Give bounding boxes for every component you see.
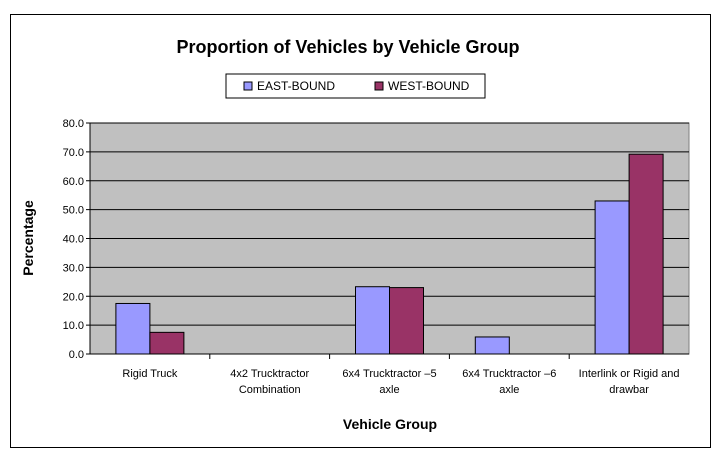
bar-west-bound-0 xyxy=(149,331,185,355)
bar-west-bound-2 xyxy=(389,287,424,355)
x-category-labels: Rigid Truck 4x2 Trucktractor Combination 6x… xyxy=(122,368,679,396)
y-tick-label: 50.0 xyxy=(63,205,84,217)
y-tick-labels: 0.0 10.0 20.0 30.0 40.0 50.0 60.0 70.0 80.0 xyxy=(63,118,84,361)
legend-box xyxy=(225,73,486,99)
legend-label-west: WEST-BOUND xyxy=(388,79,470,93)
y-tick-label: 0.0 xyxy=(69,349,84,361)
x-category-label: axle xyxy=(379,384,399,396)
y-axis-title: Percentage xyxy=(20,200,36,276)
bar-east-bound-0 xyxy=(115,302,151,355)
bar-east-bound-4 xyxy=(594,200,630,355)
x-category-label: drawbar xyxy=(609,384,649,396)
x-category-label: Interlink or Rigid and xyxy=(579,368,680,380)
y-tick-label: 80.0 xyxy=(63,118,84,130)
x-category-label: 6x4 Trucktractor –6 xyxy=(462,368,556,380)
x-category-label: 4x2 Trucktractor xyxy=(230,368,309,380)
legend: EAST-BOUND WEST-BOUND xyxy=(225,73,486,99)
legend-swatch-east xyxy=(243,81,253,91)
y-tick-label: 70.0 xyxy=(63,147,84,159)
x-axis-title: Vehicle Group xyxy=(343,416,437,432)
bar-west-bound-4 xyxy=(628,153,664,355)
bar-east-bound-2 xyxy=(355,286,390,355)
y-tick-label: 40.0 xyxy=(63,234,84,246)
x-category-label: 6x4 Trucktractor –5 xyxy=(342,368,436,380)
x-category-label: Combination xyxy=(239,384,301,396)
x-category-label: axle xyxy=(499,384,519,396)
chart-title: Proportion of Vehicles by Vehicle Group xyxy=(176,37,519,57)
x-category-label: Rigid Truck xyxy=(122,368,178,380)
y-tick-label: 10.0 xyxy=(63,320,84,332)
y-tick-label: 60.0 xyxy=(63,176,84,188)
legend-swatch-west xyxy=(374,81,384,91)
y-tick-label: 20.0 xyxy=(63,291,84,303)
y-tick-label: 30.0 xyxy=(63,262,84,274)
legend-label-east: EAST-BOUND xyxy=(257,79,335,93)
bars xyxy=(115,153,664,355)
bar-east-bound-3 xyxy=(474,336,510,355)
